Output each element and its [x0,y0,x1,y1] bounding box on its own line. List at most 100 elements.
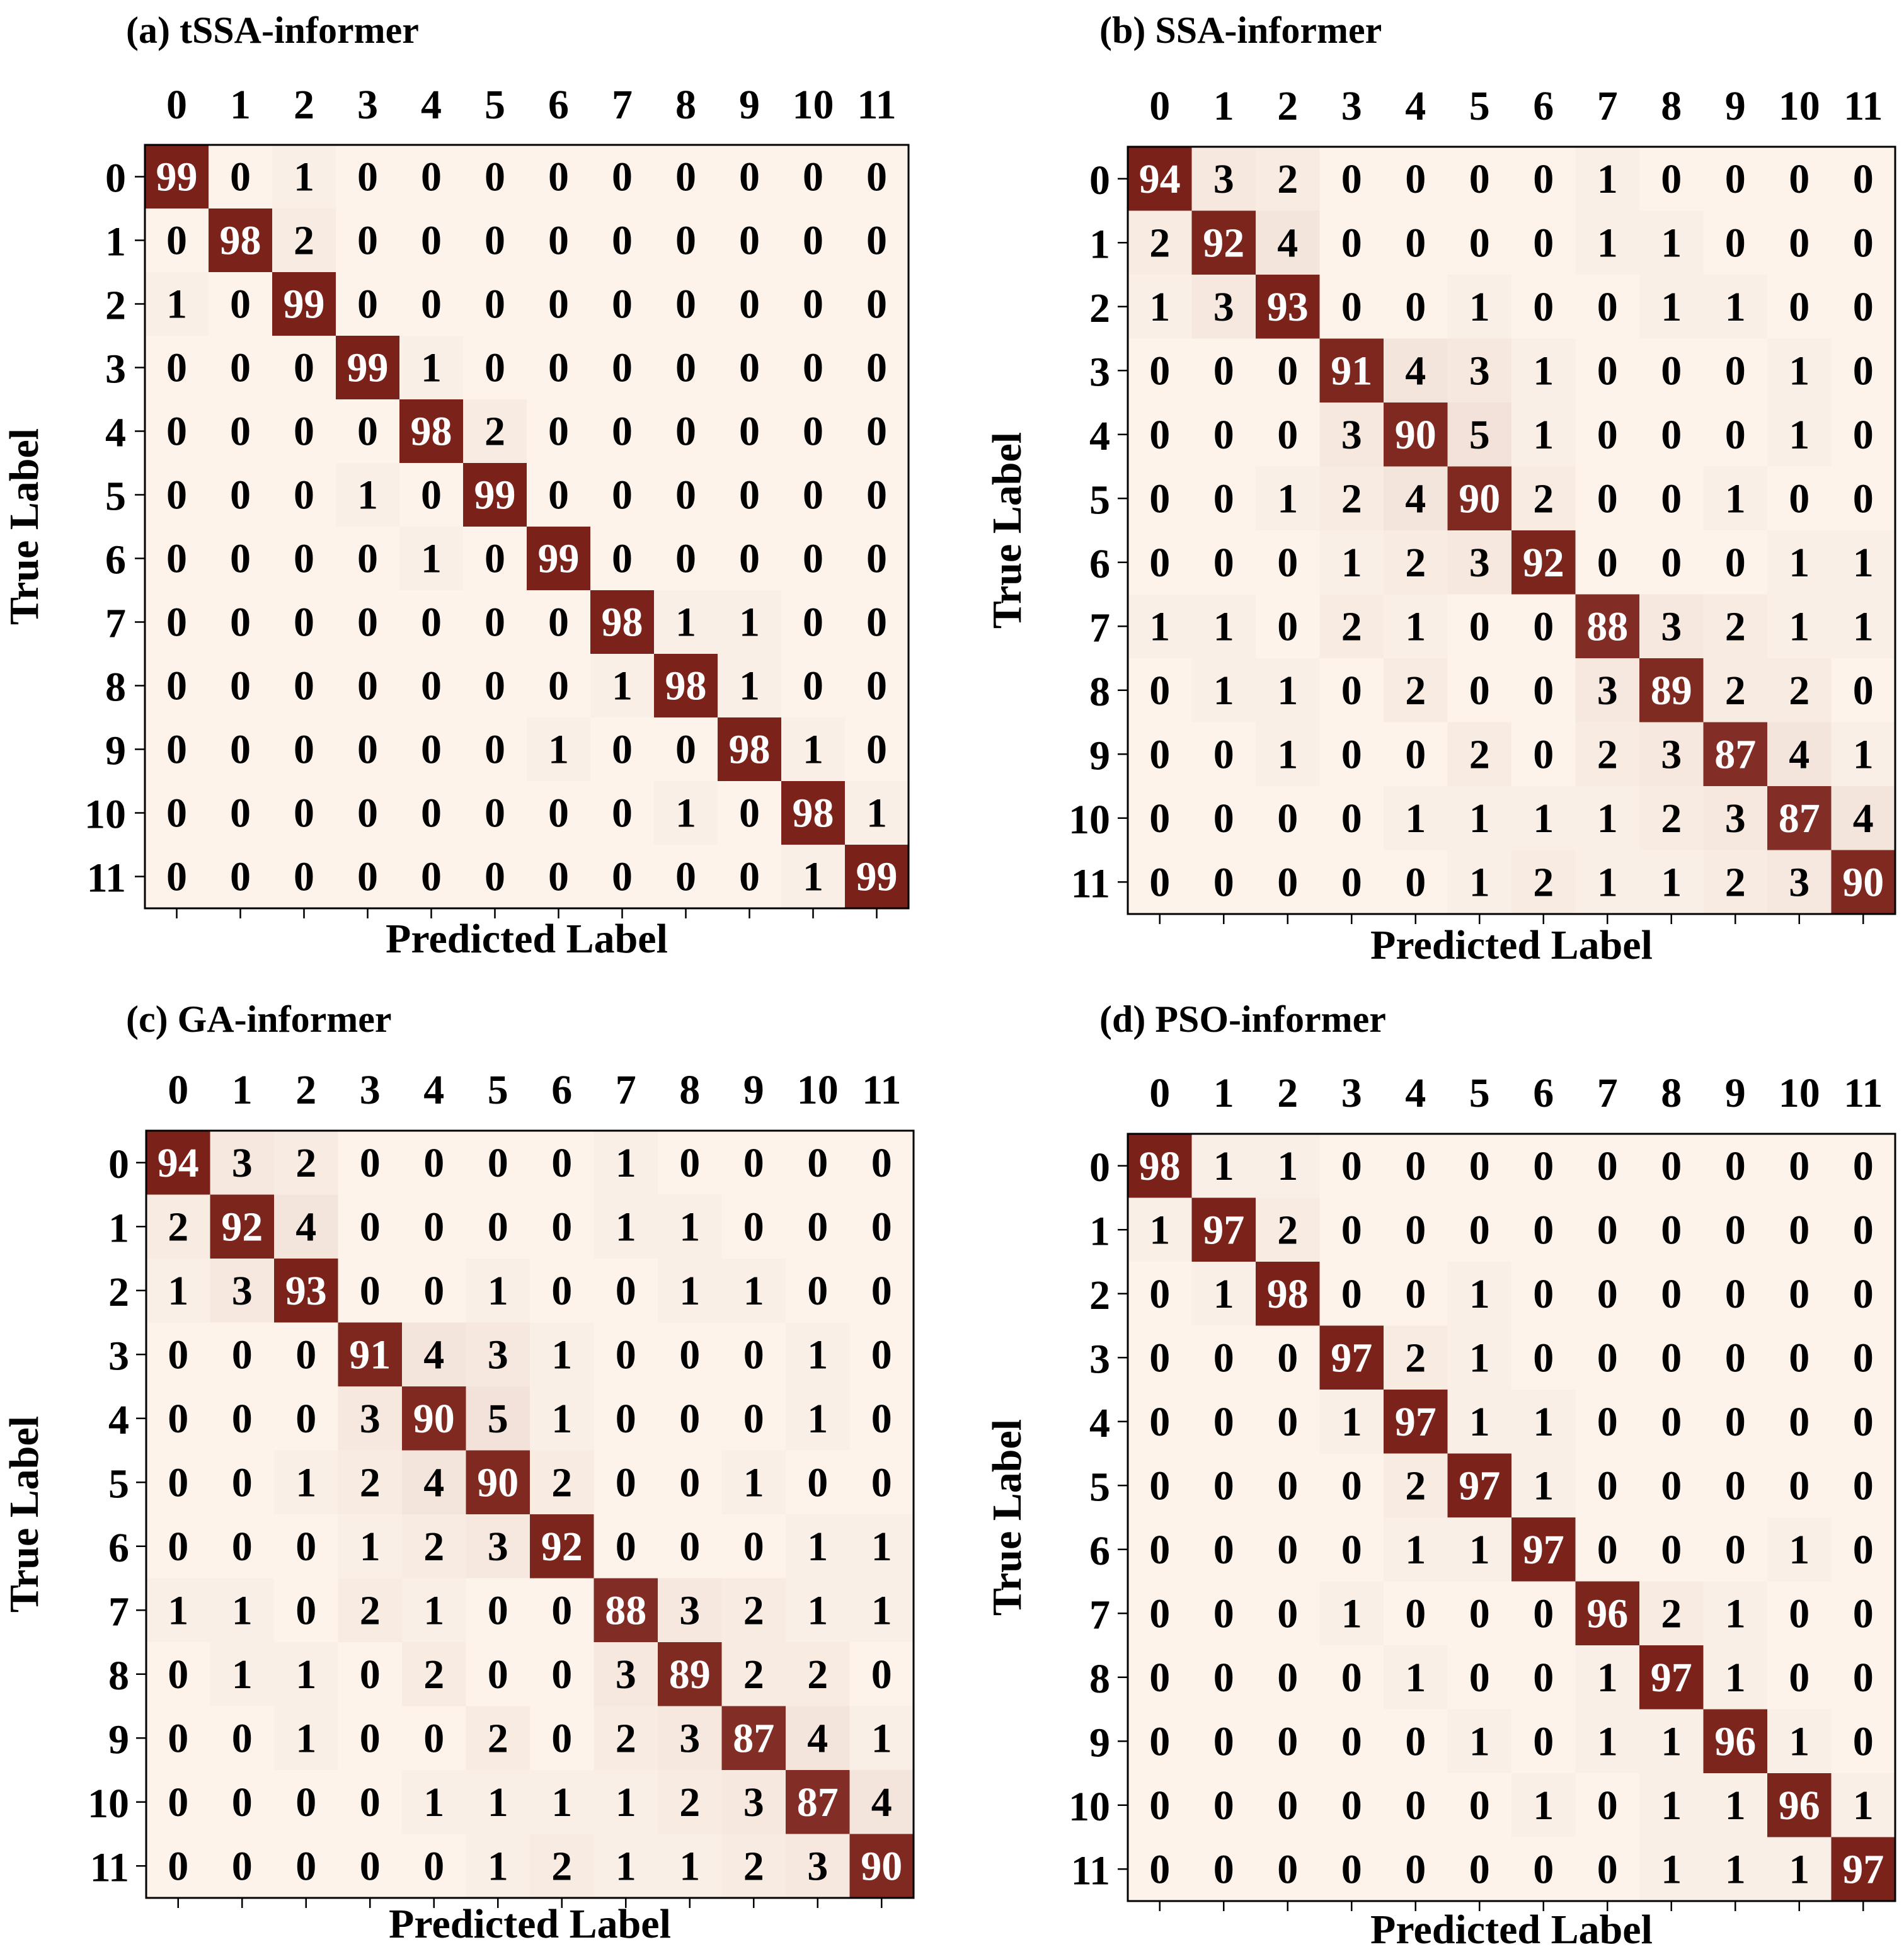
cell-value-label: 99 [284,282,325,328]
cell-value-label: 0 [357,854,378,900]
cell-value-label: 2 [1341,476,1362,522]
cell-value-label: 2 [743,1652,764,1698]
heatmap-cell [1831,147,1896,212]
y-tick-label: 2 [108,1269,129,1315]
heatmap-cell [146,1259,211,1323]
y-tick-label: 0 [1089,1145,1110,1191]
cell-value-label: 1 [1469,1335,1490,1381]
heatmap-cell [1639,1645,1704,1710]
y-tick-label: 11 [87,855,126,901]
heatmap-cell [781,399,846,464]
cell-value-label: 0 [421,472,442,518]
cell-value-label: 2 [1405,668,1426,714]
cell-value-label: 1 [1853,540,1874,586]
cell-value-label: 90 [1395,412,1437,458]
cell-value-label: 88 [1586,603,1628,649]
heatmap-cell [658,1259,723,1323]
cell-value-label: 4 [871,1779,892,1825]
cell-value-label: 0 [423,1204,444,1250]
cell-value-label: 0 [612,472,633,518]
cell-value-label: 0 [548,600,569,646]
cell-value-label: 1 [548,727,569,773]
cell-value-label: 2 [1725,668,1746,714]
cell-value-label: 0 [679,1140,700,1186]
heatmap-cell [1767,466,1832,531]
cell-value-label: 1 [1469,1527,1490,1573]
heatmap-cell [1319,1390,1384,1454]
heatmap-cell [1191,1197,1256,1262]
heatmap-cell [1831,338,1896,403]
heatmap-cell [1511,275,1576,340]
heatmap-cell [1831,722,1896,787]
cell-value-label: 2 [1661,1591,1682,1636]
heatmap-cell [1511,1262,1576,1327]
cell-value-label: 0 [168,1843,188,1889]
heatmap-cell [849,1642,914,1707]
heatmap-cell [402,1706,467,1771]
cell-value-label: 0 [294,409,314,455]
heatmap-cell [463,717,527,782]
cell-value-label: 1 [743,1268,764,1314]
heatmap-cell [1575,658,1640,723]
heatmap-cell [466,1834,530,1899]
cell-value-label: 0 [294,345,314,391]
heatmap-cell [274,1450,339,1515]
heatmap-cell [1767,1581,1832,1646]
heatmap-cell [463,527,527,591]
cell-value-label: 1 [1789,412,1809,458]
cell-value-label: 0 [1661,1463,1682,1509]
cell-value-label: 1 [1277,731,1298,777]
heatmap-cell [1639,1262,1704,1327]
heatmap-cell [399,336,464,400]
cell-value-label: 1 [1277,1143,1298,1189]
heatmap-cell [402,1578,467,1643]
heatmap-cell [1128,1709,1193,1774]
cell-value-label: 0 [548,154,569,200]
heatmap-cell [1575,338,1640,403]
cell-value-label: 0 [1149,540,1170,586]
x-tick-label: 4 [421,82,442,128]
cell-value-label: 1 [166,282,187,328]
heatmap-cell [658,1194,723,1259]
cell-value-label: 0 [357,600,378,646]
plot-frame [1127,1133,1896,1902]
cell-value-label: 0 [1789,1655,1809,1701]
cell-value-label: 90 [1842,859,1884,905]
heatmap-cell [721,1514,786,1579]
cell-value-label: 3 [743,1779,764,1825]
cell-value-label: 1 [807,1587,828,1633]
heatmap-cell [1831,403,1896,467]
heatmap-cell [1256,1197,1321,1262]
cell-value-label: 0 [871,1204,892,1250]
cell-value-label: 0 [1661,1527,1682,1573]
cell-value-label: 4 [423,1332,444,1378]
cell-value-label: 1 [803,727,823,773]
cell-value-label: 0 [1661,1335,1682,1381]
heatmap-cell [1447,1517,1512,1582]
cell-value-label: 0 [1661,1271,1682,1317]
heatmap-cell [1128,210,1193,275]
cell-value-label: 0 [166,409,187,455]
cell-value-label: 2 [360,1587,381,1633]
cell-value-label: 1 [679,1268,700,1314]
heatmap-cell [1191,1262,1256,1327]
heatmap-cell [1191,210,1256,275]
heatmap-cell [338,1514,403,1579]
heatmap-cell [336,145,400,209]
cell-value-label: 0 [1853,348,1874,394]
cell-value-label: 1 [551,1779,572,1825]
heatmap-cell [530,1386,595,1451]
cell-value-label: 3 [807,1843,828,1889]
heatmap-cell [1447,1325,1512,1390]
cell-value-label: 96 [1714,1718,1756,1764]
heatmap-cell [1384,1709,1448,1774]
heatmap-cell [1447,1262,1512,1327]
y-tick-label: 10 [88,1781,129,1827]
heatmap-cell [1384,466,1448,531]
heatmap-cell [721,1322,786,1387]
heatmap-cell [590,845,655,909]
cell-value-label: 0 [294,536,314,582]
cell-value-label: 0 [423,1140,444,1186]
cell-value-label: 0 [485,218,505,264]
